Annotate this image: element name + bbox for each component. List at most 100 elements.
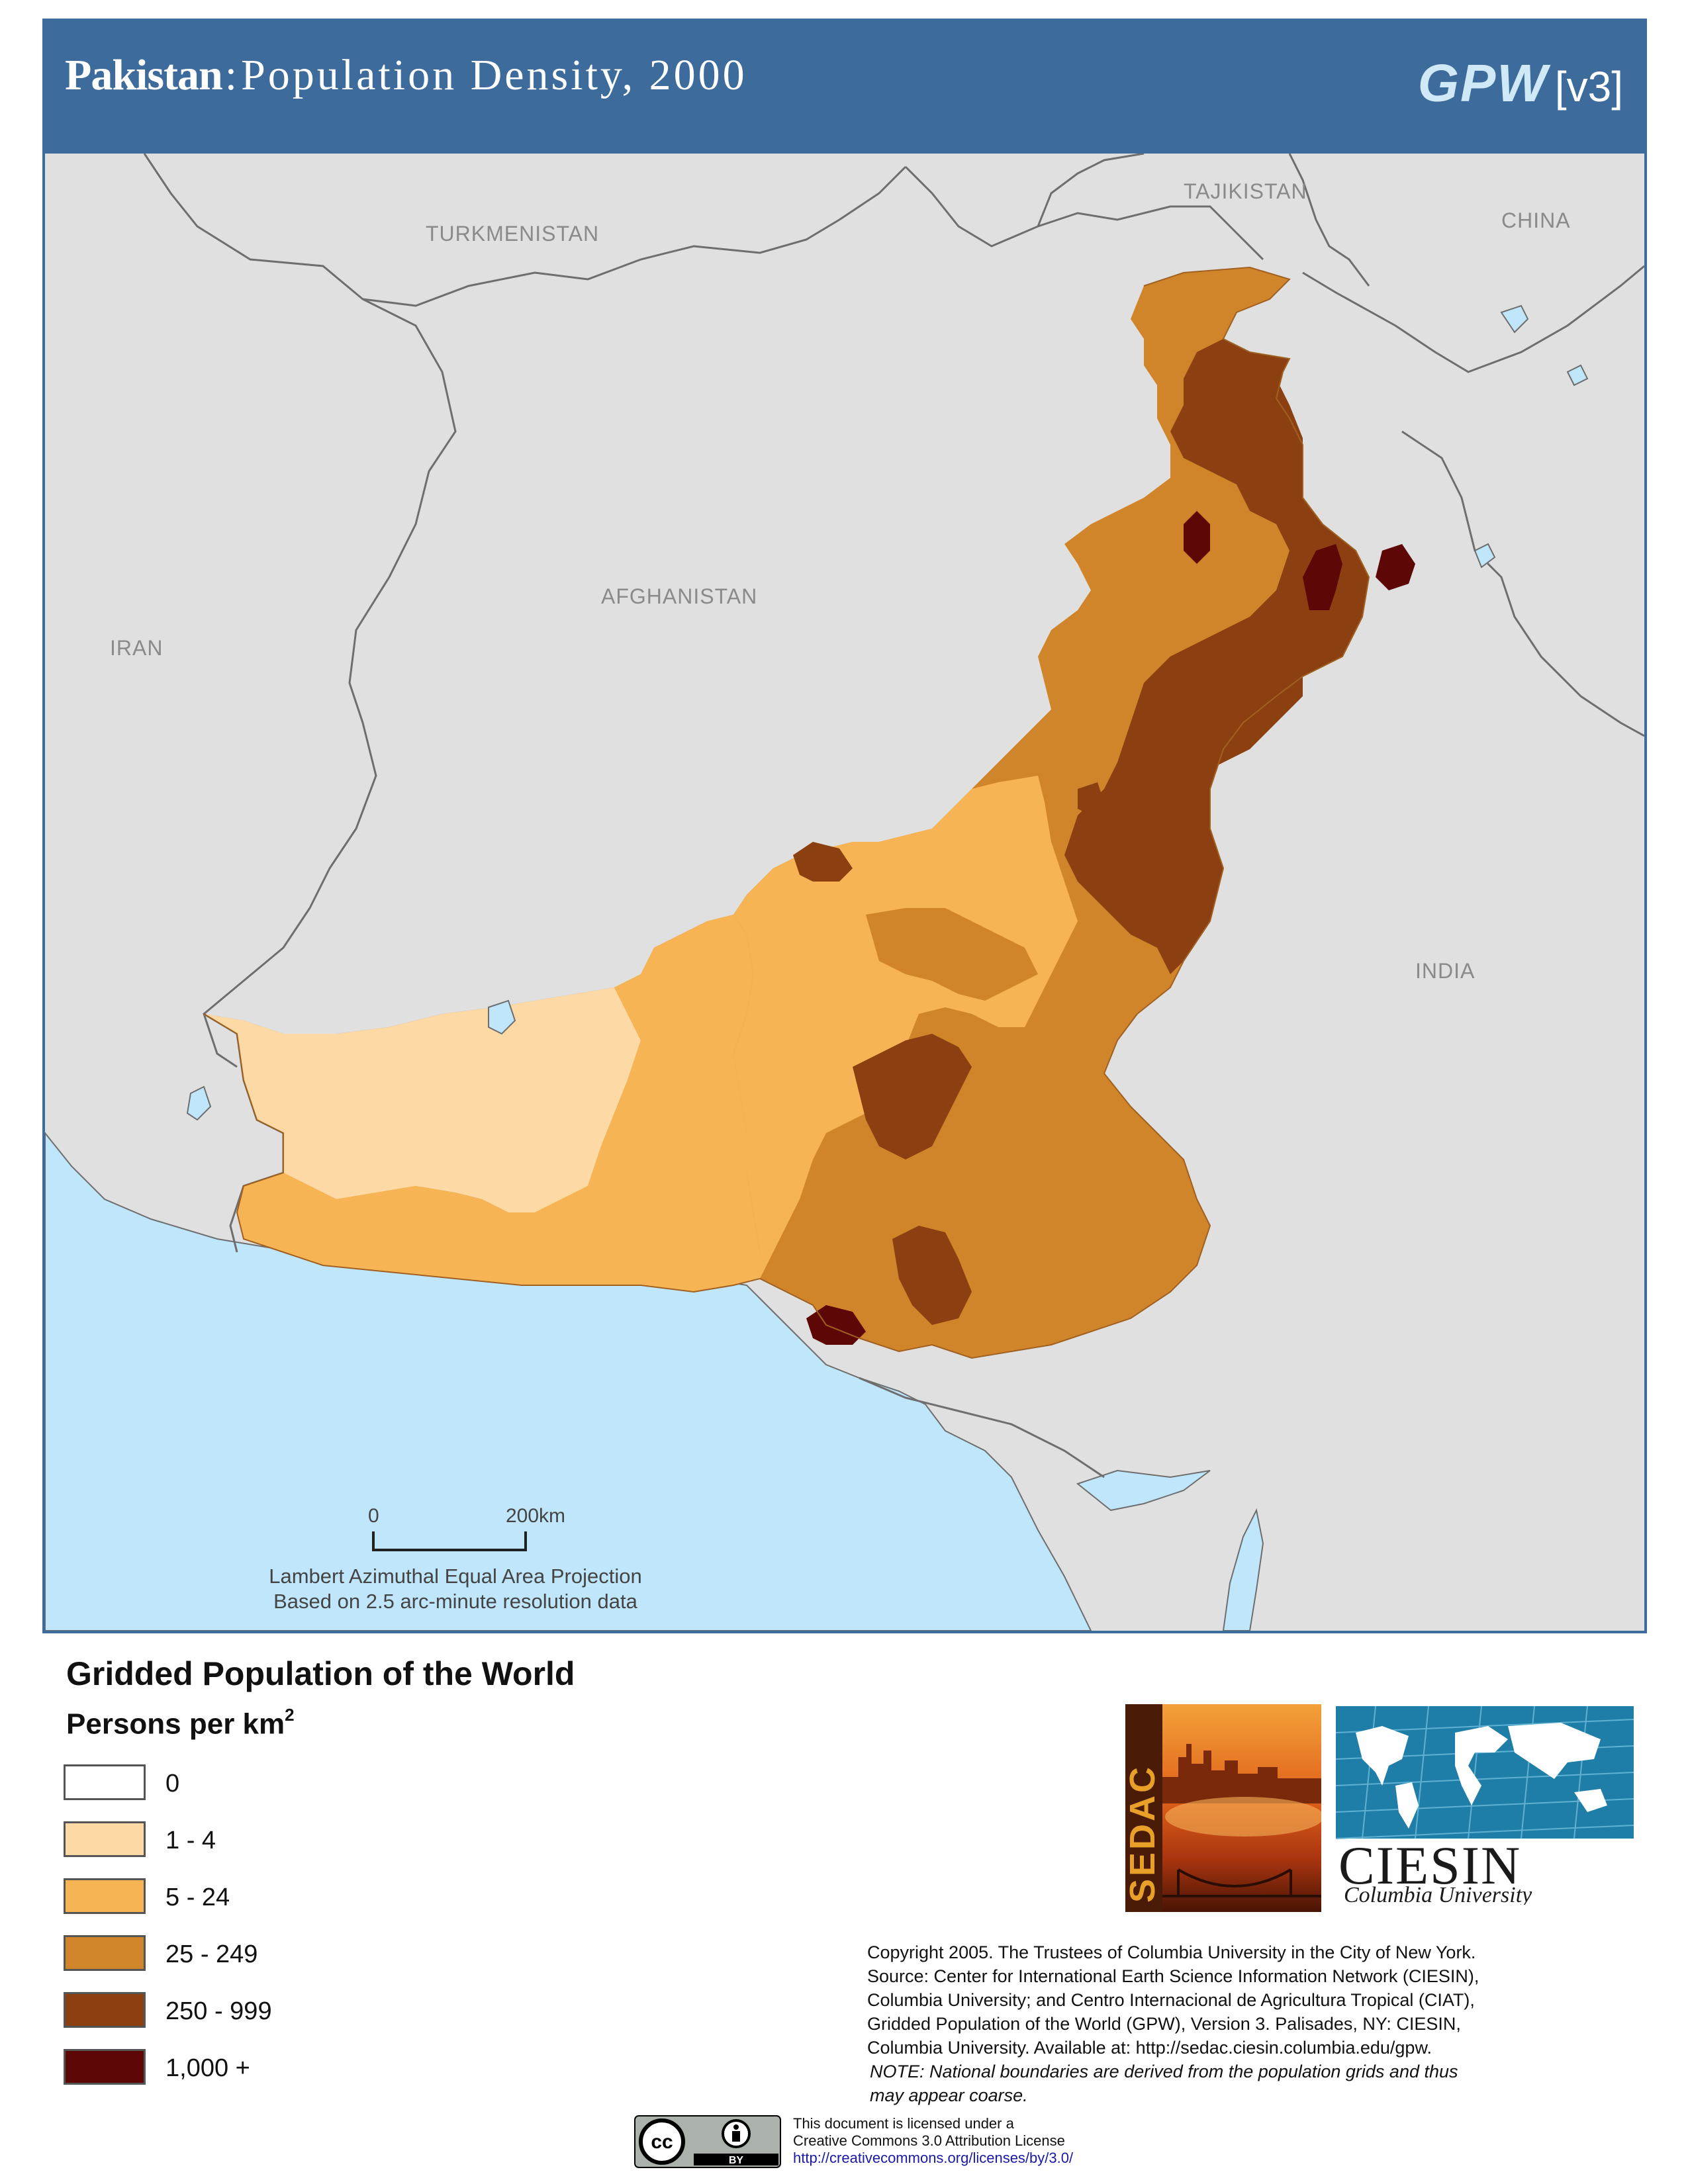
sedac-logo-graphic: SEDAC	[1125, 1704, 1321, 1912]
lake-india-1	[1474, 543, 1496, 569]
legend-item: 5 - 24	[64, 1878, 527, 1918]
ciesin-text: CIESIN	[1338, 1835, 1521, 1895]
density-1000-peshawar	[1184, 511, 1210, 564]
density-250-999-bajaur	[793, 842, 853, 882]
label-tajikistan: TAJIKISTAN	[1184, 179, 1307, 203]
license-line: This document is licensed under a	[793, 2115, 1014, 2132]
attribution-icon-head	[733, 2124, 739, 2130]
legend-swatch	[64, 2049, 146, 2085]
legend-item: 25 - 249	[64, 1935, 527, 1975]
cc-by-badge[interactable]: cc BY	[634, 2115, 781, 2168]
density-25-249-quetta	[866, 908, 1038, 1001]
ciesin-logo-graphic: CIESIN Columbia University	[1335, 1706, 1634, 1907]
density-5-24-south	[237, 915, 760, 1292]
license-url-link[interactable]: http://creativecommons.org/licenses/by/3…	[793, 2150, 1074, 2166]
cc-by-text: BY	[729, 2155, 744, 2166]
density-1-4-region	[204, 987, 641, 1212]
pakistan-outline	[203, 266, 1370, 1359]
label-turkmenistan: TURKMENISTAN	[426, 222, 599, 246]
gpw-version: [v3]	[1554, 63, 1623, 111]
pakistan-density	[204, 267, 1415, 1358]
scale-end-label: 200km	[506, 1505, 565, 1527]
credits-line: Copyright 2005. The Trustees of Columbia…	[867, 1942, 1476, 1962]
ciesin-subtext: Columbia University	[1344, 1883, 1532, 1905]
legend-label: 25 - 249	[165, 1940, 258, 1968]
legend-swatch	[64, 1992, 146, 2028]
cc-icon-text: cc	[651, 2131, 673, 2153]
legend-units: Persons per km2	[66, 1705, 295, 1741]
legend-title: Gridded Population of the World	[66, 1655, 575, 1692]
projection-line-1: Lambert Azimuthal Equal Area Projection	[269, 1565, 641, 1588]
credits-block: Copyright 2005. The Trustees of Columbia…	[867, 1940, 1662, 2107]
density-250-999-sialkot	[1137, 736, 1170, 769]
legend-item: 0	[64, 1764, 527, 1804]
legend-item: 1,000 +	[64, 2049, 527, 2089]
density-250-999-kpk	[1197, 339, 1303, 471]
legend-label: 250 - 999	[165, 1997, 272, 2025]
legend-item: 250 - 999	[64, 1992, 527, 2032]
sedac-cloud	[1165, 1797, 1321, 1837]
density-250-999-sindh-south	[892, 1226, 972, 1325]
density-1000-lahore	[1303, 544, 1342, 610]
credits-line: Columbia University; and Centro Internac…	[867, 1990, 1475, 2010]
legend-units-superscript: 2	[285, 1705, 295, 1725]
legend-swatch	[64, 1821, 146, 1857]
density-250-999-swat	[1078, 782, 1104, 815]
turkmenistan-afghanistan-border	[362, 165, 907, 307]
afghanistan-tajikistan-border	[904, 165, 1264, 261]
india-gujarat-coast	[859, 1377, 1105, 1479]
lake-iran-1	[186, 1085, 212, 1121]
tajikistan-border	[1037, 154, 1145, 227]
title-country: Pakistan	[65, 51, 223, 99]
lake-china-1	[1500, 304, 1529, 334]
tajikistan-china-border	[1288, 154, 1370, 287]
india-border-east	[1401, 430, 1644, 737]
label-india: INDIA	[1415, 959, 1475, 983]
credits-note: NOTE: National boundaries are derived fr…	[870, 2062, 1458, 2081]
legend-label: 1,000 +	[165, 2054, 250, 2082]
cc-badge-bottom	[694, 2154, 778, 2165]
label-afghanistan: AFGHANISTAN	[601, 584, 757, 608]
density-5-24-north	[733, 776, 1078, 1279]
ciesin-continents	[1356, 1723, 1607, 1829]
china-india-border	[1302, 265, 1644, 373]
label-iran: IRAN	[110, 636, 163, 660]
legend-swatch	[64, 1878, 146, 1914]
legend-label: 5 - 24	[165, 1884, 230, 1911]
gulf-of-kutch	[1076, 1469, 1211, 1512]
legend-label: 1 - 4	[165, 1827, 216, 1854]
title-separator: :	[224, 51, 238, 99]
scale-bar: 0 200km	[368, 1505, 565, 1551]
legend-units-text: Persons per km	[66, 1707, 285, 1741]
license-text: This document is licensed under a Creati…	[793, 2115, 1073, 2167]
legend-item: 1 - 4	[64, 1821, 527, 1861]
credits-line: Gridded Population of the World (GPW), V…	[867, 2014, 1461, 2034]
credits-line: Columbia University. Available at: http:…	[867, 2038, 1432, 2058]
density-1000-faisalabad	[1376, 544, 1415, 590]
credits-line: Source: Center for International Earth S…	[867, 1966, 1479, 1986]
sedac-text: SEDAC	[1125, 1764, 1162, 1903]
credits-note: may appear coarse.	[870, 2085, 1028, 2105]
projection-line-2: Based on 2.5 arc-minute resolution data	[273, 1590, 637, 1613]
sedac-side-band	[1125, 1704, 1162, 1912]
gpw-text: GPW	[1417, 54, 1548, 113]
small-lakes	[186, 304, 1589, 1121]
scale-line	[372, 1531, 527, 1551]
gpw-badge: GPW [v3]	[1418, 53, 1623, 114]
lake-hamun	[488, 999, 516, 1035]
cc-icon	[639, 2118, 685, 2165]
sedac-bridge	[1162, 1868, 1321, 1897]
license-line: Creative Commons 3.0 Attribution License	[793, 2132, 1065, 2149]
header-bar: Pakistan:Population Density, 2000 GPW [v3…	[42, 19, 1647, 154]
density-250-999-sindh-north	[853, 1034, 972, 1160]
lake-china-2	[1566, 364, 1589, 387]
iran-afghanistan-border	[143, 154, 457, 1068]
map-title: Pakistan:Population Density, 2000	[65, 50, 747, 101]
map-canvas: TURKMENISTAN TAJIKISTAN CHINA AFGHANISTA…	[45, 154, 1644, 1631]
density-250-999-central	[1144, 590, 1303, 776]
map-frame: TURKMENISTAN TAJIKISTAN CHINA AFGHANISTA…	[42, 154, 1647, 1633]
coastal-water-east	[1222, 1508, 1264, 1631]
attribution-icon-body	[732, 2131, 740, 2142]
sedac-logo: SEDAC	[1125, 1704, 1321, 1912]
legend-swatch	[64, 1764, 146, 1800]
